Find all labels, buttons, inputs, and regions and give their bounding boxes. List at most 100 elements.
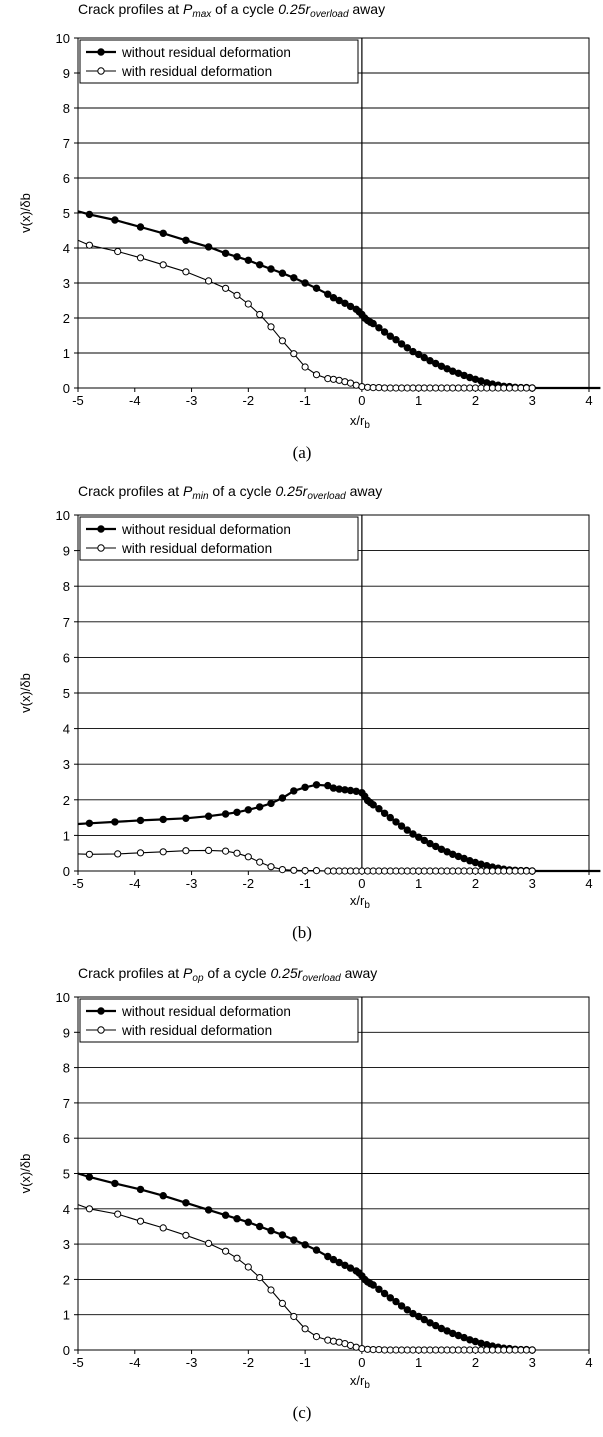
data-point bbox=[329, 294, 338, 302]
title-suffix: away bbox=[341, 965, 378, 981]
data-point bbox=[290, 350, 298, 358]
data-point bbox=[380, 1289, 389, 1298]
data-point bbox=[290, 866, 298, 874]
y-tick-label: 6 bbox=[63, 650, 70, 665]
x-tick-label: 4 bbox=[585, 393, 592, 408]
data-point bbox=[267, 799, 275, 808]
data-point bbox=[244, 256, 253, 264]
data-point bbox=[341, 299, 349, 307]
data-point bbox=[528, 384, 536, 392]
title-symbol-subscript: max bbox=[192, 9, 212, 20]
y-tick-label: 1 bbox=[63, 1308, 70, 1323]
data-point bbox=[312, 371, 321, 379]
data-point bbox=[403, 826, 411, 834]
data-point bbox=[233, 849, 241, 857]
x-tick-label: 1 bbox=[415, 1355, 422, 1370]
x-tick-label: 0 bbox=[358, 876, 365, 891]
data-point bbox=[222, 847, 230, 855]
data-point bbox=[233, 1254, 241, 1262]
data-point bbox=[136, 816, 145, 825]
title-factor: 0.25r bbox=[275, 483, 308, 499]
data-point bbox=[346, 1264, 355, 1272]
data-point bbox=[221, 1211, 230, 1219]
data-point bbox=[386, 332, 394, 340]
x-tick-label: -4 bbox=[129, 1355, 141, 1370]
y-tick-label: 0 bbox=[63, 1343, 70, 1358]
data-point bbox=[290, 787, 298, 795]
data-point bbox=[329, 1337, 338, 1345]
data-point bbox=[380, 328, 389, 336]
y-tick-label: 10 bbox=[56, 508, 70, 523]
title-middle: of a cycle bbox=[204, 965, 271, 981]
chart-panel-3: Crack profiles at Pop of a cycle 0.25rov… bbox=[18, 965, 593, 1422]
data-point bbox=[312, 1333, 321, 1341]
legend-label: with residual deformation bbox=[121, 541, 272, 556]
data-point bbox=[182, 1231, 190, 1239]
title-suffix: away bbox=[349, 1, 386, 17]
y-tick-label: 3 bbox=[63, 276, 70, 291]
x-tick-label: 4 bbox=[585, 1355, 592, 1370]
legend-marker bbox=[97, 67, 105, 75]
data-point bbox=[375, 1285, 383, 1294]
data-point bbox=[329, 375, 338, 383]
x-tick-label: 4 bbox=[585, 876, 592, 891]
y-tick-label: 8 bbox=[63, 1061, 70, 1076]
x-tick-label: -5 bbox=[72, 876, 84, 891]
y-tick-label: 4 bbox=[63, 1202, 70, 1217]
data-point bbox=[409, 1309, 417, 1318]
x-tick-label: 1 bbox=[415, 876, 422, 891]
x-tick-label: 2 bbox=[472, 1355, 479, 1370]
data-point bbox=[432, 842, 440, 851]
x-tick-label: -4 bbox=[129, 393, 141, 408]
x-axis-label-main: x/r bbox=[350, 413, 365, 428]
data-point bbox=[205, 277, 213, 285]
data-point bbox=[301, 783, 309, 791]
series-without-residual bbox=[77, 781, 601, 875]
data-point bbox=[267, 1227, 275, 1235]
x-tick-label: -5 bbox=[72, 1355, 84, 1370]
data-point bbox=[182, 268, 190, 276]
x-tick-label: -3 bbox=[186, 393, 198, 408]
x-axis-label-subscript: b bbox=[364, 900, 370, 911]
data-point bbox=[420, 1315, 428, 1324]
data-point bbox=[85, 819, 94, 827]
data-point bbox=[528, 1346, 536, 1354]
data-point bbox=[85, 1173, 94, 1181]
x-tick-label: 2 bbox=[472, 393, 479, 408]
data-point bbox=[335, 1338, 343, 1346]
data-point bbox=[222, 284, 230, 292]
y-tick-label: 2 bbox=[63, 1272, 70, 1287]
x-tick-label: -3 bbox=[186, 1355, 198, 1370]
x-tick-label: 1 bbox=[415, 393, 422, 408]
data-point bbox=[278, 337, 286, 345]
x-tick-label: -5 bbox=[72, 393, 84, 408]
data-point bbox=[426, 357, 434, 365]
data-point bbox=[335, 376, 343, 384]
data-point bbox=[324, 1252, 332, 1261]
y-tick-label: 3 bbox=[63, 757, 70, 772]
x-tick-label: -3 bbox=[186, 876, 198, 891]
y-tick-label: 7 bbox=[63, 615, 70, 630]
x-tick-label: 0 bbox=[358, 393, 365, 408]
data-point bbox=[159, 261, 167, 269]
chart-panel-2: Crack profiles at Pmin of a cycle 0.25ro… bbox=[18, 483, 601, 942]
x-tick-label: 3 bbox=[529, 1355, 536, 1370]
data-point bbox=[256, 1222, 264, 1231]
data-point bbox=[409, 830, 417, 838]
y-tick-label: 1 bbox=[63, 346, 70, 361]
data-point bbox=[312, 1246, 321, 1254]
data-point bbox=[136, 254, 145, 262]
data-point bbox=[278, 1231, 287, 1239]
data-point bbox=[182, 236, 190, 245]
y-tick-label: 2 bbox=[63, 311, 70, 326]
y-axis-label: v(x)/δb bbox=[18, 193, 33, 233]
data-point bbox=[244, 1218, 253, 1226]
data-point bbox=[528, 867, 536, 875]
y-tick-label: 5 bbox=[63, 1167, 70, 1182]
data-point bbox=[375, 324, 383, 332]
x-tick-label: -1 bbox=[299, 1355, 311, 1370]
data-point bbox=[85, 850, 94, 858]
data-point bbox=[397, 340, 406, 348]
data-point bbox=[392, 818, 400, 826]
data-point bbox=[312, 867, 321, 875]
